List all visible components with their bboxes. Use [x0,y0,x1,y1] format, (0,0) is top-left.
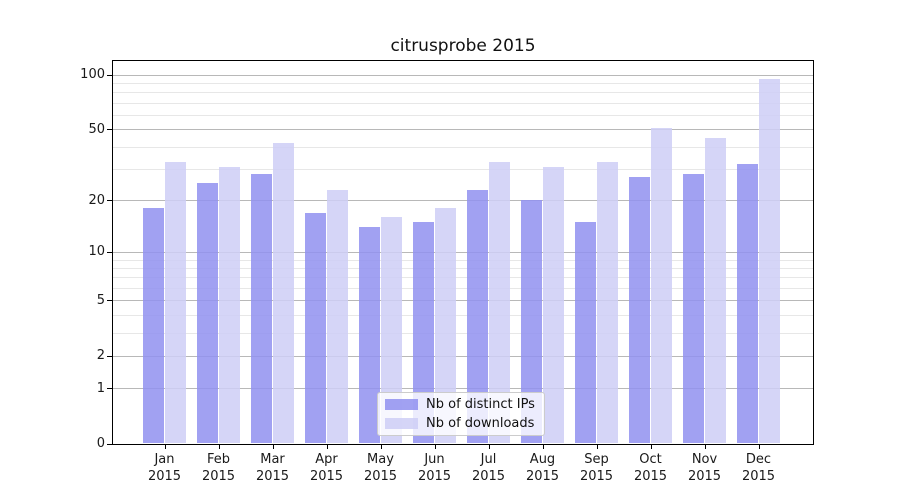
gridline-minor-30 [113,169,813,171]
legend-entry-distinct-ips: Nb of distinct IPs [385,397,544,412]
x-tick-mark-jan [165,445,166,449]
legend: Nb of distinct IPs Nb of downloads [377,392,545,436]
bar-distinct-ips-aug [520,200,543,444]
y-tick-label-20: 20 [88,192,105,208]
bar-distinct-ips-jul [466,189,489,444]
y-tick-label-1: 1 [96,380,105,396]
y-tick-mark-20 [107,200,112,201]
x-tick-mark-may [381,445,382,449]
bar-distinct-ips-jun [412,221,435,444]
gridline-minor-80 [113,92,813,94]
gridline-major-10 [113,251,813,253]
x-tick-label-aug: Aug 2015 [525,452,560,484]
bar-distinct-ips-oct [628,177,651,444]
bar-distinct-ips-jan [142,208,165,444]
bar-downloads-apr [326,189,349,444]
gridline-minor-4 [113,314,813,316]
legend-entry-downloads: Nb of downloads [385,416,544,431]
gridline-minor-6 [113,288,813,289]
bar-downloads-dec [758,78,781,444]
y-tick-label-10: 10 [88,244,105,260]
bar-distinct-ips-nov [682,174,705,444]
bar-downloads-jan [164,161,187,444]
y-tick-mark-1 [107,388,112,389]
bar-downloads-sep [596,161,619,444]
x-tick-mark-apr [327,445,328,449]
chart-title: citrusprobe 2015 [390,36,536,56]
y-tick-label-2: 2 [96,348,105,364]
x-tick-label-jan: Jan 2015 [147,452,182,484]
x-tick-mark-mar [273,445,274,449]
y-tick-mark-0 [107,444,112,445]
x-tick-label-jun: Jun 2015 [417,452,452,484]
x-tick-label-mar: Mar 2015 [255,452,290,484]
y-tick-mark-5 [107,300,112,301]
x-tick-label-feb: Feb 2015 [201,452,236,484]
x-tick-mark-oct [651,445,652,449]
x-tick-label-apr: Apr 2015 [309,452,344,484]
bar-distinct-ips-sep [574,221,597,444]
gridline-major-2 [113,355,813,357]
legend-label-distinct-ips: Nb of distinct IPs [426,397,535,412]
x-tick-label-sep: Sep 2015 [579,452,614,484]
gridline-minor-9 [113,259,813,261]
x-tick-label-dec: Dec 2015 [741,452,776,484]
bar-distinct-ips-apr [304,212,327,444]
gridline-minor-7 [113,277,813,279]
y-tick-label-5: 5 [96,292,105,308]
legend-label-downloads: Nb of downloads [426,416,535,431]
gridline-minor-90 [113,83,813,85]
y-tick-mark-10 [107,252,112,253]
y-tick-label-50: 50 [88,121,105,137]
gridline-minor-40 [113,146,813,148]
x-tick-label-may: May 2015 [363,452,398,484]
y-tick-label-0: 0 [96,436,105,451]
x-tick-mark-feb [219,445,220,449]
plot-area [113,61,813,444]
bar-distinct-ips-mar [250,174,273,444]
gridline-minor-3 [113,332,813,334]
bar-downloads-jun [434,208,457,444]
legend-swatch-downloads [385,418,418,429]
x-tick-mark-sep [597,445,598,449]
bar-downloads-aug [542,166,565,444]
x-tick-label-jul: Jul 2015 [471,452,506,484]
bar-downloads-oct [650,127,673,444]
x-tick-label-oct: Oct 2015 [633,452,668,484]
y-tick-mark-50 [107,129,112,130]
bar-downloads-nov [704,137,727,444]
gridline-major-1 [113,388,813,390]
y-tick-mark-2 [107,356,112,357]
gridline-major-50 [113,129,813,131]
legend-swatch-distinct-ips [385,399,418,410]
gridline-minor-8 [113,267,813,269]
bar-downloads-jul [488,161,511,444]
x-tick-mark-nov [705,445,706,449]
gridline-minor-60 [113,114,813,116]
bar-downloads-may [380,217,403,444]
x-tick-mark-aug [543,445,544,449]
x-tick-mark-jun [435,445,436,449]
bar-distinct-ips-feb [196,183,219,444]
x-tick-mark-jul [489,445,490,449]
gridline-major-5 [113,300,813,302]
gridline-major-100 [113,74,813,76]
bar-downloads-mar [272,142,295,444]
x-tick-mark-dec [759,445,760,449]
gridline-minor-70 [113,102,813,104]
bar-distinct-ips-dec [736,164,759,444]
gridline-major-20 [113,200,813,202]
bar-downloads-feb [218,166,241,444]
x-tick-label-nov: Nov 2015 [687,452,722,484]
y-tick-label-100: 100 [80,67,105,83]
y-tick-mark-100 [107,75,112,76]
bar-distinct-ips-may [358,227,381,444]
